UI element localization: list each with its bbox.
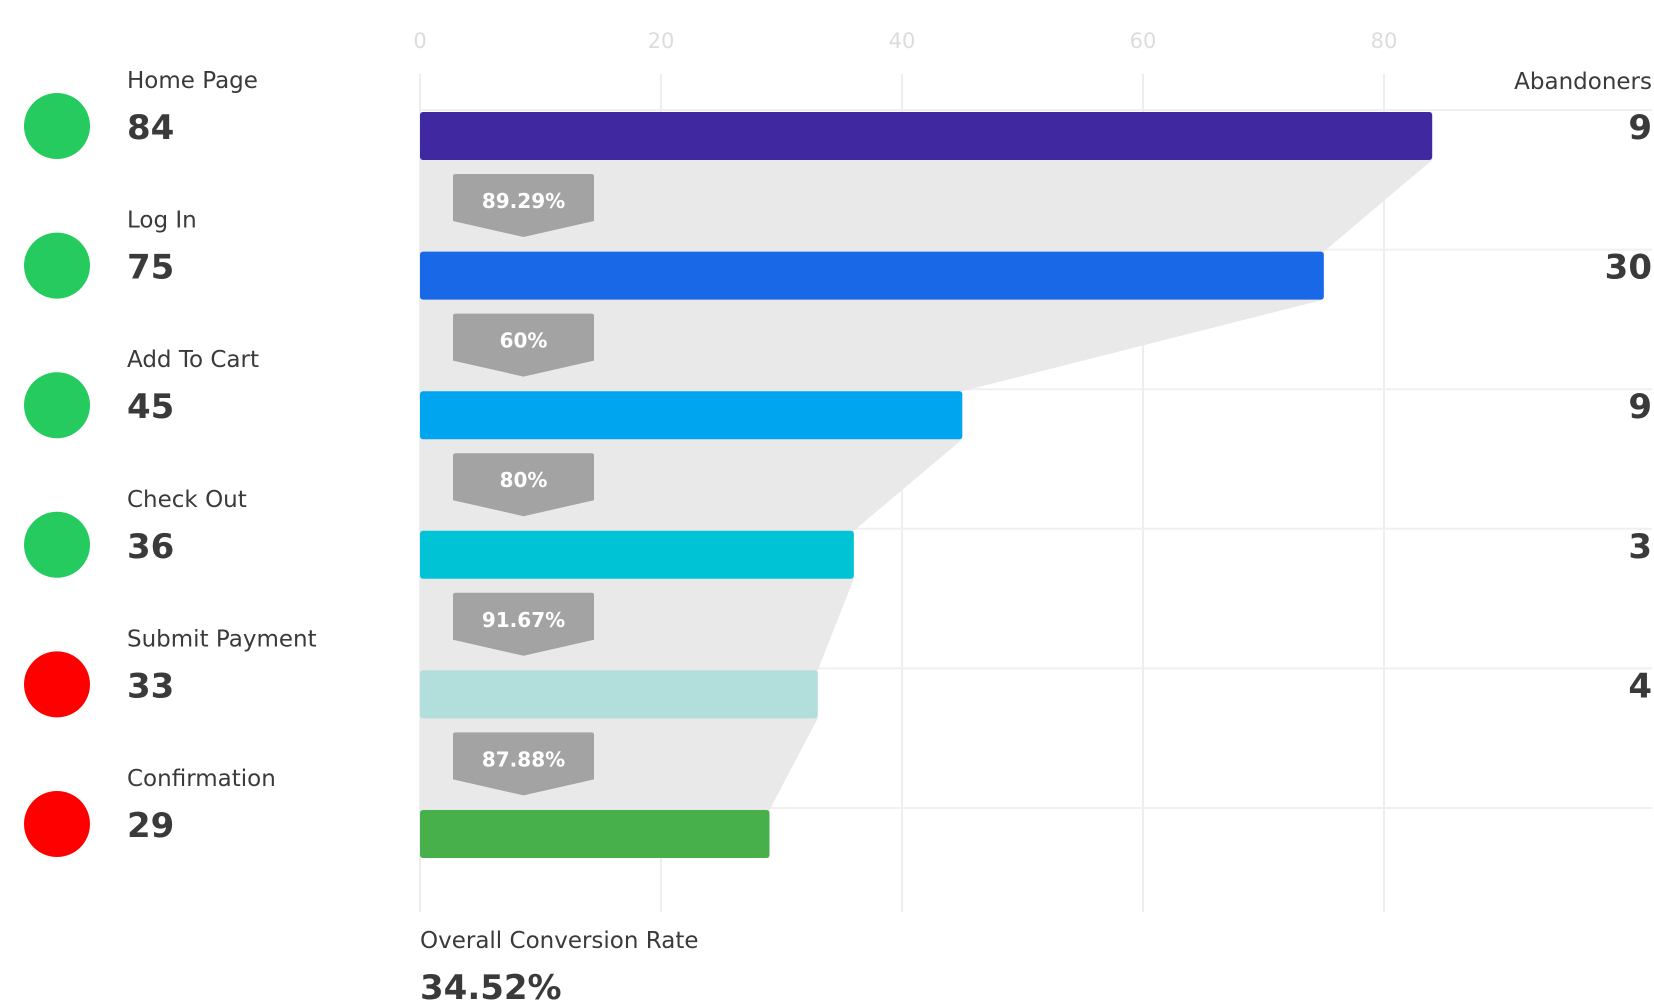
- bar-check-out[interactable]: [420, 530, 854, 579]
- conversion-badge: [453, 453, 594, 517]
- bar-add-to-cart[interactable]: [420, 391, 963, 440]
- conversion-rate-label: 60%: [500, 329, 548, 353]
- conversion-badge: [453, 592, 594, 656]
- bar-layer: [420, 112, 1433, 858]
- conversion-rate-label: 91.67%: [482, 608, 565, 632]
- status-dot-good: [24, 372, 90, 439]
- stage-name: Add To Cart: [127, 347, 259, 373]
- conversion-layer: 89.29% 60% 80% 91.67% 87.88%: [453, 174, 594, 796]
- abandoners-value: 9: [1628, 108, 1652, 148]
- status-dot-bad: [24, 791, 90, 857]
- bar-home-page[interactable]: [420, 112, 1433, 160]
- bar-log-in[interactable]: [420, 251, 1324, 300]
- stage-name: Check Out: [127, 487, 247, 513]
- abandoners-value: 4: [1628, 666, 1652, 706]
- conversion-rate-label: 80%: [500, 468, 548, 492]
- x-tick-label: 0: [413, 29, 426, 53]
- stage-name: Confirmation: [127, 766, 276, 792]
- x-tick-label: 20: [648, 29, 675, 53]
- stage-value: 29: [127, 806, 174, 846]
- stage-name: Submit Payment: [127, 626, 317, 652]
- abandoners-value: 3: [1628, 527, 1652, 567]
- bar-confirmation[interactable]: [420, 810, 770, 858]
- stage-value: 84: [127, 108, 174, 148]
- label-layer: Home Page 84 9 Log In 75 30 Add To Cart 45 9 Chec…: [24, 68, 1652, 857]
- status-dot-good: [24, 511, 90, 578]
- conversion-badge: [453, 174, 594, 237]
- stage-value: 75: [127, 248, 174, 288]
- conversion-rate-label: 87.88%: [482, 747, 565, 771]
- stage-name: Log In: [127, 208, 197, 234]
- status-dot-bad: [24, 651, 90, 718]
- overall-conversion-label: Overall Conversion Rate: [420, 928, 699, 954]
- stage-value: 36: [127, 527, 174, 567]
- x-tick-label: 40: [889, 29, 916, 53]
- conversion-badge: [453, 732, 594, 796]
- conversion-badge: [453, 313, 594, 377]
- bar-submit-payment[interactable]: [420, 670, 818, 719]
- overall-conversion-value: 34.52%: [420, 968, 562, 1003]
- stage-name: Home Page: [127, 68, 258, 94]
- abandoners-value: 9: [1628, 387, 1652, 427]
- x-tick-label: 80: [1371, 29, 1398, 53]
- abandoners-value: 30: [1605, 248, 1652, 288]
- conversion-rate-label: 89.29%: [482, 189, 565, 213]
- status-dot-good: [24, 93, 90, 159]
- abandoners-header: Abandoners: [1514, 69, 1652, 95]
- x-tick-label: 60: [1130, 29, 1157, 53]
- status-dot-good: [24, 232, 90, 299]
- stage-value: 33: [127, 666, 174, 706]
- stage-value: 45: [127, 387, 174, 427]
